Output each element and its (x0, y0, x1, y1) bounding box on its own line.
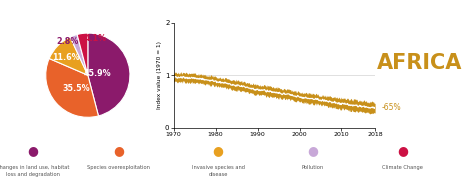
Wedge shape (77, 33, 88, 75)
Wedge shape (46, 58, 99, 117)
Text: Climate Change: Climate Change (383, 165, 423, 171)
Text: Invasive species and
disease: Invasive species and disease (191, 165, 245, 177)
Text: AFRICA: AFRICA (377, 53, 462, 73)
Text: 2.8%: 2.8% (56, 37, 79, 46)
Text: -65%: -65% (382, 103, 401, 112)
Text: Pollution: Pollution (302, 165, 324, 171)
Text: 45.9%: 45.9% (83, 69, 111, 78)
Text: ●: ● (308, 144, 318, 157)
Text: ●: ● (28, 144, 38, 157)
Text: 11.6%: 11.6% (52, 53, 80, 62)
Wedge shape (70, 34, 88, 75)
Text: ●: ● (398, 144, 408, 157)
Text: ●: ● (113, 144, 124, 157)
Wedge shape (88, 33, 130, 116)
Text: 4.1%: 4.1% (84, 34, 107, 43)
Text: 35.5%: 35.5% (62, 84, 90, 93)
Wedge shape (49, 37, 88, 75)
Text: ●: ● (213, 144, 223, 157)
Text: Species overexploitation: Species overexploitation (87, 165, 150, 171)
Y-axis label: Index value (1970 = 1): Index value (1970 = 1) (157, 41, 162, 109)
Text: Changes in land use, habitat
loss and degradation: Changes in land use, habitat loss and de… (0, 165, 70, 177)
